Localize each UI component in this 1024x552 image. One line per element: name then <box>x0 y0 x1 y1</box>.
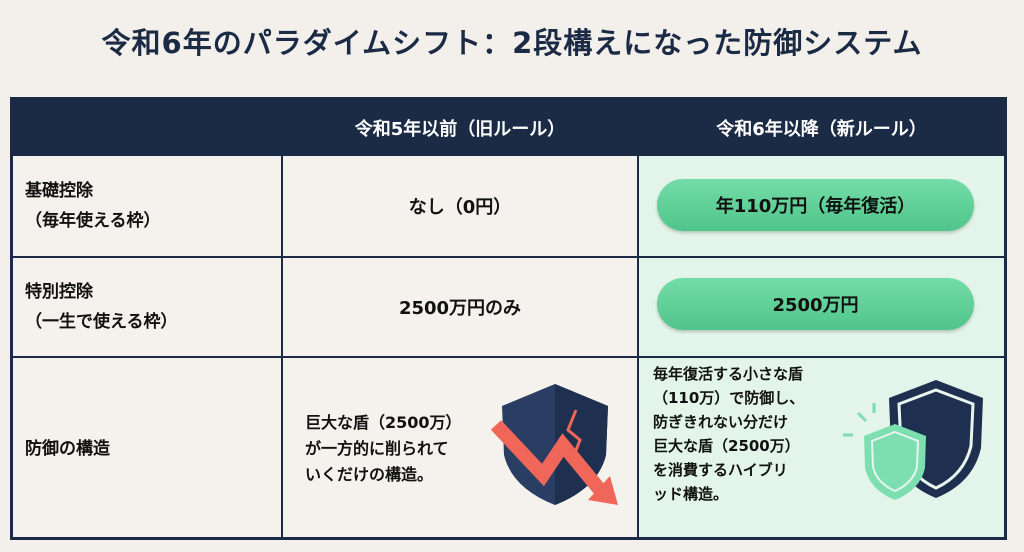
divider <box>13 256 1004 258</box>
divider <box>13 356 1004 358</box>
text-line: 毎年復活する小さな盾 <box>653 365 804 383</box>
old-special-value: 2500万円のみ <box>398 298 522 319</box>
header-new-rule: 令和6年以降（新ルール） <box>639 100 1004 156</box>
header-empty <box>13 100 281 156</box>
divider <box>281 100 283 537</box>
label-line: （毎年使える枠） <box>25 211 161 231</box>
divider <box>637 100 639 537</box>
old-structure-text: 巨大な盾（2500万） が一方的に削られて いくだけの構造。 <box>305 358 462 540</box>
new-special-pill: 2500万円 <box>657 278 974 330</box>
new-basic-pill: 年110万円（毎年復活） <box>657 179 974 231</box>
dual-shield-icon <box>843 380 983 500</box>
old-basic-value: なし（0円） <box>408 197 512 218</box>
row-label-basic: 基礎控除 （毎年使える枠） <box>25 156 161 256</box>
text-line: 巨大な盾（2500万） <box>305 413 462 432</box>
new-structure-text: 毎年復活する小さな盾 （110万）で防御し、 防ぎきれない分だけ 巨大な盾（2500万… <box>653 362 804 506</box>
text-line: 防ぎきれない分だけ <box>653 413 789 431</box>
row-label-special: 特別控除 （一生で使える枠） <box>25 258 178 356</box>
comparison-table: 令和5年以前（旧ルール） 令和6年以降（新ルール） 基礎控除 （毎年使える枠） な… <box>10 97 1007 540</box>
label-line: 基礎控除 <box>25 181 93 201</box>
text-line: を消費するハイブリ <box>653 461 788 479</box>
text-line: が一方的に削られて <box>305 439 449 458</box>
page-title: 令和6年のパラダイムシフト：2段構えになった防御システム <box>101 26 923 60</box>
text-line: ッド構造。 <box>653 485 729 503</box>
header-old-rule: 令和5年以前（旧ルール） <box>283 100 637 156</box>
broken-shield-icon <box>490 384 618 505</box>
row-label-structure: 防御の構造 <box>25 439 110 459</box>
text-line: いくだけの構造。 <box>305 465 434 484</box>
text-line: 巨大な盾（2500万） <box>653 437 800 455</box>
label-line: 特別控除 <box>25 282 93 302</box>
label-line: （一生で使える枠） <box>25 312 178 332</box>
text-line: （110万）で防御し、 <box>653 389 805 407</box>
